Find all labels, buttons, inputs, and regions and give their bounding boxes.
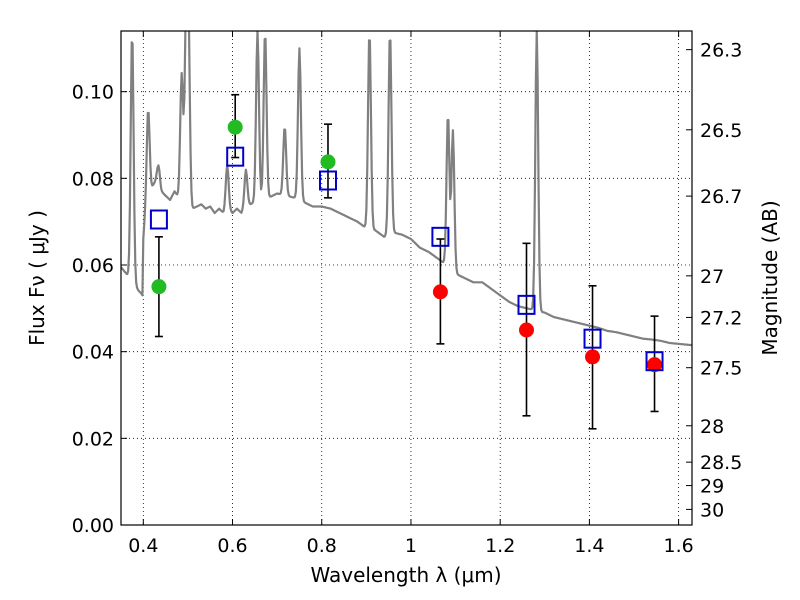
y-tick-label: 0.04 bbox=[72, 342, 114, 364]
y2-tick-label: 27.5 bbox=[700, 358, 742, 380]
y2-tick-label: 30 bbox=[700, 499, 724, 521]
model-flux-marker bbox=[517, 294, 536, 315]
model-flux-marker bbox=[645, 351, 664, 372]
x-tick-label: 0.6 bbox=[217, 535, 247, 557]
data-point bbox=[320, 154, 336, 170]
x-tick-label: 0.8 bbox=[307, 535, 337, 557]
data-point bbox=[151, 279, 167, 295]
x-tick-label: 1.6 bbox=[664, 535, 694, 557]
y2-tick-label: 26.5 bbox=[700, 120, 742, 142]
marker-layer bbox=[149, 119, 664, 373]
y2-tick-label: 29 bbox=[700, 476, 724, 498]
y2-axis-label: Magnitude (AB) bbox=[758, 200, 782, 355]
y2-tick-label: 28.5 bbox=[700, 452, 742, 474]
y2-tick-label: 27.2 bbox=[700, 307, 742, 329]
model-flux-marker bbox=[149, 209, 168, 230]
errorbar-layer bbox=[154, 93, 659, 430]
x-tick-label: 1 bbox=[405, 535, 417, 557]
x-tick-label: 1.4 bbox=[574, 535, 604, 557]
y-tick-label: 0.00 bbox=[72, 515, 114, 537]
x-tick-label: 1.2 bbox=[485, 535, 515, 557]
y2-tick-label: 26.3 bbox=[700, 40, 742, 62]
x-tick-label: 0.4 bbox=[128, 535, 158, 557]
model-spectrum-line bbox=[121, 31, 692, 347]
y2-tick-label: 27 bbox=[700, 266, 724, 288]
data-point bbox=[647, 357, 663, 373]
grid bbox=[121, 31, 692, 526]
spectrum-layer bbox=[121, 31, 692, 347]
y2-tick-label: 28 bbox=[700, 416, 724, 438]
y-tick-label: 0.10 bbox=[72, 82, 114, 104]
data-point bbox=[432, 284, 448, 300]
data-point bbox=[585, 349, 601, 365]
data-point bbox=[227, 119, 243, 135]
model-flux-marker bbox=[226, 146, 245, 167]
tick-layer: 0.4 0.6 0.8 1 1.2 1.4 1.6 0.00 0.02 0.04 0.06 0.08 0… bbox=[72, 31, 742, 557]
y2-tick-label: 26.7 bbox=[700, 186, 742, 208]
model-flux-marker bbox=[318, 170, 337, 191]
model-flux-marker bbox=[583, 328, 602, 349]
y-tick-label: 0.06 bbox=[72, 255, 114, 277]
plot-frame bbox=[120, 30, 693, 526]
y-tick-label: 0.08 bbox=[72, 168, 114, 190]
y-tick-label: 0.02 bbox=[72, 428, 114, 450]
model-flux-marker bbox=[431, 226, 450, 247]
x-axis-label: Wavelength λ (μm) bbox=[310, 563, 501, 587]
y-axis-label: Flux Fν ( μJy ) bbox=[25, 210, 49, 346]
data-point bbox=[518, 322, 534, 338]
